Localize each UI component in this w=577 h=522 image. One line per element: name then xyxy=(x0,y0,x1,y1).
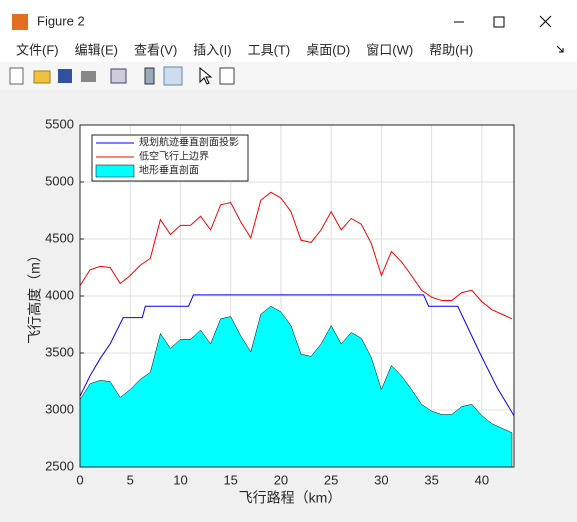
close-button[interactable] xyxy=(539,15,552,28)
series-line xyxy=(79,191,513,320)
save-icon[interactable] xyxy=(58,69,72,83)
menu-item[interactable]: 工具(T) xyxy=(248,42,291,57)
x-tick-label: 20 xyxy=(274,472,288,487)
menu-item[interactable]: 编辑(E) xyxy=(75,42,118,57)
menu-bar xyxy=(0,40,577,62)
menu-item[interactable]: 帮助(H) xyxy=(429,42,473,57)
x-tick-label: 35 xyxy=(424,472,438,487)
open-icon[interactable] xyxy=(33,70,51,84)
property-icon[interactable] xyxy=(219,67,235,85)
x-tick-label: 0 xyxy=(76,472,83,487)
y-tick-label: 3500 xyxy=(45,344,74,359)
toolbar-icons xyxy=(9,66,235,86)
x-tick-label: 5 xyxy=(127,472,134,487)
x-tick-label: 15 xyxy=(223,472,237,487)
legend-label: 低空飞行上边界 xyxy=(139,150,209,163)
x-tick-label: 40 xyxy=(475,472,489,487)
app-icon xyxy=(12,14,28,30)
title-bar xyxy=(0,0,577,40)
maximize-button[interactable] xyxy=(493,16,505,28)
menu-item[interactable]: 窗口(W) xyxy=(366,42,413,57)
menu-item[interactable]: 插入(I) xyxy=(193,42,231,57)
legend-icon[interactable] xyxy=(163,66,183,86)
y-tick-label: 5500 xyxy=(45,116,74,131)
axes-box xyxy=(79,124,515,468)
menu-item[interactable]: 查看(V) xyxy=(134,42,177,57)
toolbar xyxy=(0,62,577,90)
link-icon[interactable] xyxy=(110,68,127,84)
y-axis-label: 飞行高度（m） xyxy=(27,248,43,344)
y-tick-label: 2500 xyxy=(45,458,74,473)
y-tick-label: 3000 xyxy=(45,401,74,416)
terrain-area xyxy=(79,305,513,468)
new-icon[interactable] xyxy=(9,67,24,85)
dock-arrow[interactable] xyxy=(556,45,564,53)
legend-label: 规划航迹垂直剖面投影 xyxy=(139,136,239,149)
y-tick-label: 4500 xyxy=(45,230,74,245)
legend-label: 地形垂直剖面 xyxy=(139,164,199,177)
window-title: Figure 2 xyxy=(37,13,85,28)
x-tick-label: 10 xyxy=(173,472,187,487)
pointer-icon[interactable] xyxy=(199,66,213,85)
y-tick-label: 4000 xyxy=(45,287,74,302)
legend-swatch xyxy=(95,164,135,178)
y-tick-label: 5000 xyxy=(45,173,74,188)
x-tick-label: 30 xyxy=(374,472,388,487)
menu-item[interactable]: 文件(F) xyxy=(16,42,59,57)
print-icon[interactable] xyxy=(81,71,96,82)
series-line xyxy=(79,294,515,416)
menu-item[interactable]: 桌面(D) xyxy=(306,42,350,57)
colorbar-icon[interactable] xyxy=(144,67,155,85)
x-tick-label: 25 xyxy=(324,472,338,487)
x-axis-label: 飞行路程（km） xyxy=(239,490,342,506)
